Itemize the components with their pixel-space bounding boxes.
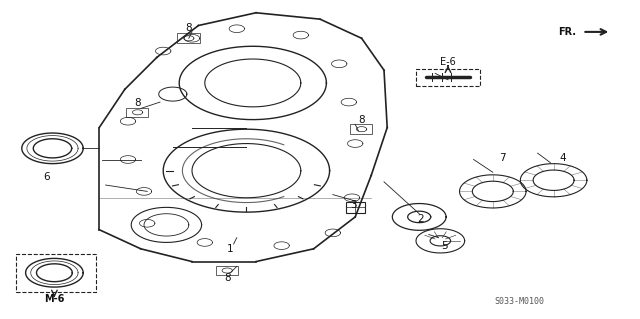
Text: 8: 8 (134, 98, 141, 108)
Text: 8: 8 (224, 273, 230, 283)
Text: 2: 2 (417, 214, 424, 225)
Text: 1: 1 (227, 244, 234, 254)
Bar (350, 124, 372, 134)
Text: M-6: M-6 (44, 294, 65, 304)
Bar (346, 202, 365, 213)
Text: S033-M0100: S033-M0100 (495, 297, 545, 306)
Text: 4: 4 (560, 153, 566, 163)
Bar (177, 33, 200, 43)
Text: 8: 8 (358, 115, 365, 125)
Text: 7: 7 (499, 153, 506, 163)
Text: 6: 6 (43, 172, 49, 182)
Text: 5: 5 (442, 241, 448, 251)
Bar (126, 108, 148, 117)
Text: FR.: FR. (558, 27, 576, 37)
Text: 3: 3 (350, 200, 356, 210)
Text: E-6: E-6 (440, 57, 456, 67)
Bar (416, 69, 480, 86)
Bar (16, 254, 96, 292)
Text: 8: 8 (186, 23, 192, 33)
Bar (216, 266, 238, 275)
